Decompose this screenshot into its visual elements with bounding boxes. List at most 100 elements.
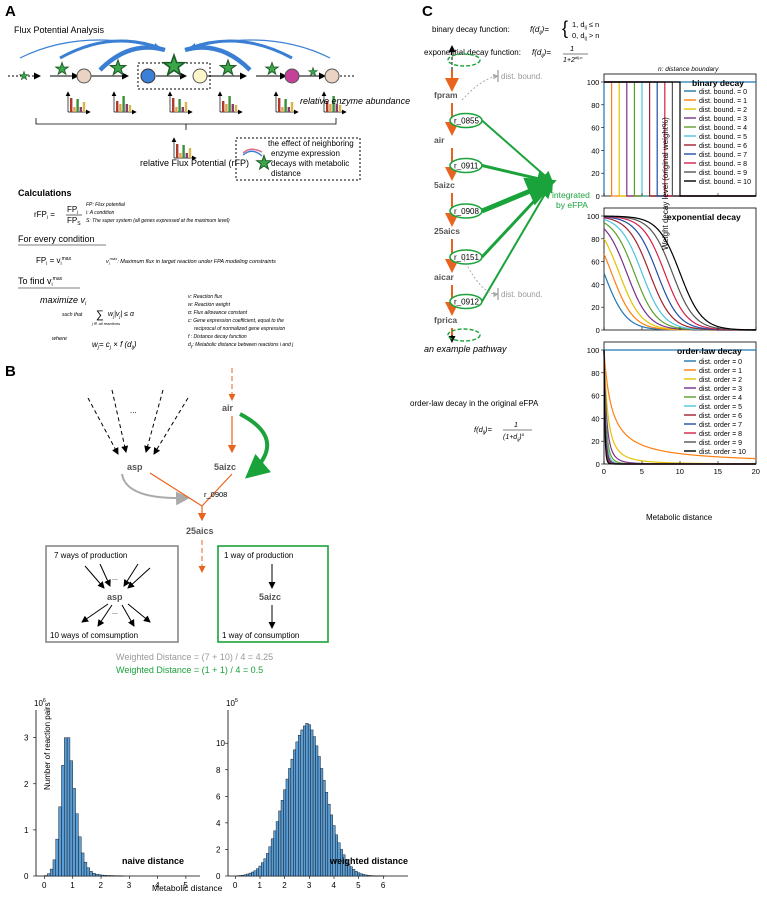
histogram-bar (332, 825, 336, 877)
x-tick-label: 2 (99, 881, 104, 890)
legend-entry: dist. bound. = 5 (699, 134, 747, 141)
histogram-bar (66, 737, 71, 877)
mini-bar (222, 101, 225, 112)
histogram-bar (278, 810, 282, 877)
legend-line-4: distance (271, 169, 301, 178)
node-25aics: 25aics (186, 526, 214, 536)
y-tick-label: 100 (587, 78, 600, 87)
orderlaw-label: order-law decay in the original eFPA (410, 399, 539, 408)
svg-text:rFPi =: rFPi = (34, 210, 55, 221)
metabolite-node (76, 68, 92, 84)
histogram-bar (307, 724, 311, 877)
decay-series (603, 228, 756, 331)
legend-entry: dist. order = 4 (699, 395, 742, 402)
example-pathway: fpram air 5aizc 25aics aicar fprica r_0855 r_09… (434, 45, 590, 343)
legend-entry: dist. bound. = 2 (699, 107, 747, 114)
histogram-bar (298, 735, 301, 877)
x-tick-label: 5 (183, 881, 188, 890)
pathway-node: air (434, 135, 445, 145)
exp-den: 1+2dij-n (563, 55, 583, 64)
calc-title: Calculations (18, 188, 72, 198)
sum-under: j ∈ all reactions (91, 321, 120, 326)
mini-bar (175, 107, 178, 112)
histogram-bar (290, 758, 294, 877)
decay-series (603, 349, 757, 460)
constraint: wj|vj| ≤ α (108, 311, 135, 319)
y-tick-label: 3 (24, 734, 29, 743)
histogram-bar (273, 830, 277, 877)
histogram-bar (261, 862, 264, 877)
reaction-label: r_0908 (454, 207, 479, 216)
bound-pointer (461, 73, 499, 101)
legend-entry: dist. bound. = 1 (699, 98, 747, 105)
mini-bar (73, 107, 76, 112)
integration-arrow (480, 179, 555, 259)
metabolite-node (140, 68, 156, 84)
integrated-label: integrated (552, 190, 590, 200)
histogram-bar (268, 846, 272, 877)
x-tick-label: 5 (640, 467, 644, 476)
maximize: maximize vi (40, 295, 87, 307)
flux-arcs (19, 39, 331, 72)
histogram-bar (243, 874, 247, 877)
histogram-bar (293, 749, 297, 877)
histogram-bar (98, 874, 102, 877)
x-tick-label: 15 (714, 467, 722, 476)
panel-c-label: C (422, 3, 433, 20)
histogram-bar (92, 873, 96, 877)
svg-text:FPS: FPS (67, 216, 81, 227)
subplot-title: exponential decay (667, 212, 741, 222)
svg-text:α: Flux allowance constant: α: Flux allowance constant (188, 310, 248, 316)
histogram-bar (357, 872, 361, 877)
mini-bar (181, 107, 184, 112)
exp-label: exponential decay function: (424, 48, 521, 57)
histogram-bar (354, 871, 358, 877)
box2-node: 5aizc (259, 592, 281, 602)
mini-bar (119, 104, 122, 112)
histogram-bar (52, 859, 56, 877)
x-tick-label: 6 (381, 881, 386, 890)
legend-entry: dist. bound. = 9 (699, 170, 747, 177)
histogram-bar (320, 768, 324, 877)
y-tick-label: 60 (591, 392, 599, 401)
mini-bar (228, 96, 231, 112)
y-tick-label: 20 (591, 437, 599, 446)
legend-entry: dist. order = 5 (699, 404, 742, 411)
plot-frame (603, 207, 757, 331)
histogram-bar (349, 866, 353, 877)
mini-bar (82, 102, 86, 112)
y-tick-label: 0 (216, 872, 221, 881)
decay-series (603, 238, 756, 331)
decay-ylabel: Weight decay level (original weight%) (661, 117, 670, 250)
weighted-distance-green: Weighted Distance = (1 + 1) / 4 = 0.5 (116, 665, 263, 675)
legend-entry: dist. bound. = 0 (699, 89, 747, 96)
x-tick-label: 3 (307, 881, 312, 890)
histogram-bar (251, 871, 255, 877)
histogram-bar (47, 873, 51, 877)
decay-series (603, 215, 757, 331)
mini-bar-chart (65, 91, 91, 115)
metabolite-node (324, 68, 340, 84)
decay-subplot: 0 20 40 60 80 100 0 5 10 15 20 order-law decay dist.… (587, 341, 760, 476)
panel-a-title: Flux Potential Analysis (14, 25, 105, 35)
histogram-bar (283, 789, 287, 877)
vmax-def: vimax: Maximum flux in target reaction u… (106, 256, 276, 266)
histogram-bar (95, 873, 99, 877)
legend-line-1: the effect of neighboring (268, 139, 354, 148)
decay-arc-icon (242, 148, 263, 154)
legend-line-3: decays with metabolic (271, 159, 349, 168)
histogram-bar (303, 725, 306, 877)
every-condition: For every condition (18, 234, 95, 244)
mini-bar (184, 102, 188, 112)
histogram-bar (367, 875, 370, 877)
svg-text:dij: Metabolic distance betwee: dij: Metabolic distance between reaction… (188, 342, 294, 349)
histogram-bar (317, 756, 321, 877)
histogram-bar (103, 875, 107, 877)
mini-bar (188, 148, 192, 158)
mini-bar (281, 107, 284, 112)
mini-bar (231, 104, 234, 112)
histogram-label: naive distance (122, 856, 184, 866)
such-that: such that (62, 312, 83, 318)
mini-bar (332, 96, 335, 112)
